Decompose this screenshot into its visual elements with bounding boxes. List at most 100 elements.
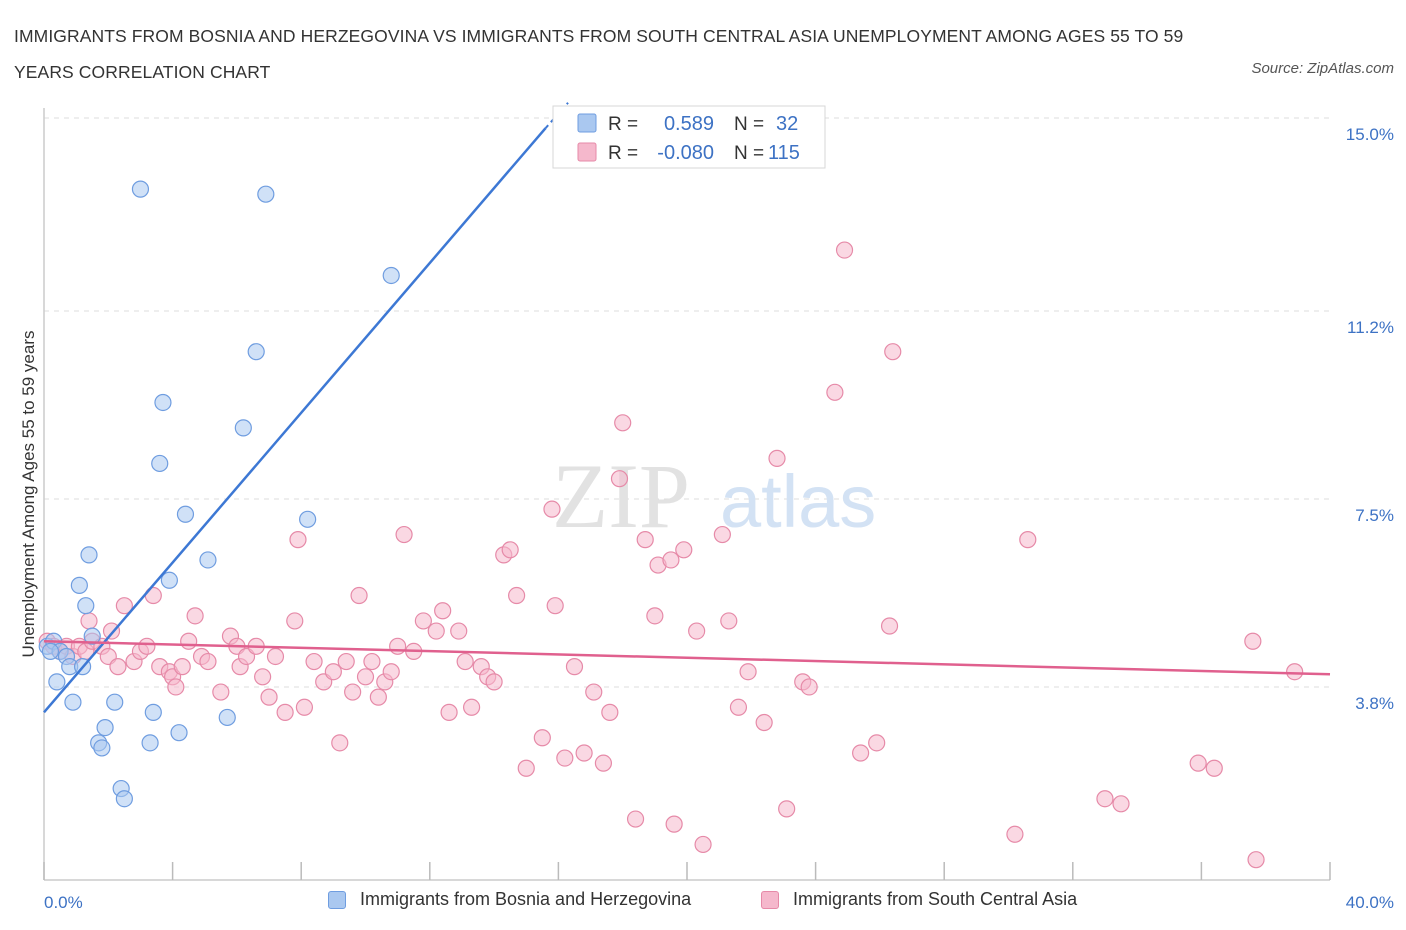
pink-point-12 <box>109 658 127 676</box>
legend-frame <box>552 105 826 169</box>
watermark: ZIP atlas <box>552 445 876 547</box>
blue-point-27 <box>199 551 217 569</box>
bottom-legend-label-blue: Immigrants from Bosnia and Herzegovina <box>360 889 692 909</box>
pink-point-70 <box>543 500 561 518</box>
pink-point-48 <box>363 652 381 671</box>
pink-point-103 <box>884 343 902 361</box>
chart-title: IMMIGRANTS FROM BOSNIA AND HERZEGOVINA V… <box>14 26 1184 82</box>
pink-point-98 <box>826 383 844 401</box>
blue-point-29 <box>234 419 252 437</box>
pink-point-55 <box>414 612 432 630</box>
pink-point-105 <box>1019 531 1037 549</box>
pink-point-99 <box>835 241 854 259</box>
pink-point-104 <box>1006 825 1024 843</box>
y-tick-label-3: 15.0% <box>1346 125 1394 144</box>
pink-point-11 <box>102 622 121 640</box>
legend-box: R = 0.589 N = 32 R = -0.080 N = 115 <box>552 105 826 169</box>
blue-point-30 <box>247 343 265 361</box>
legend-swatch-pink <box>577 142 597 162</box>
pink-point-111 <box>1247 851 1265 869</box>
legend-n-value-1: 115 <box>768 142 800 164</box>
pink-point-79 <box>614 414 632 432</box>
bottom-legend-swatch-pink <box>761 890 779 909</box>
pink-point-47 <box>356 668 375 686</box>
pink-series-points <box>38 241 1304 869</box>
pink-point-81 <box>636 531 654 549</box>
pink-point-59 <box>450 622 468 640</box>
grid <box>44 117 1330 688</box>
pink-point-39 <box>295 698 314 716</box>
blue-series-points <box>38 180 400 808</box>
pink-point-95 <box>778 800 796 818</box>
pink-point-49 <box>369 688 387 706</box>
blue-point-18 <box>115 790 133 808</box>
pink-point-51 <box>382 663 400 681</box>
blue-point-25 <box>170 724 188 742</box>
pink-point-101 <box>868 734 886 752</box>
pink-point-40 <box>305 652 323 671</box>
pink-point-92 <box>739 663 757 681</box>
pink-point-46 <box>350 586 368 605</box>
y-tick-label-2: 11.2% <box>1347 318 1394 337</box>
blue-point-26 <box>176 505 195 523</box>
pink-point-37 <box>286 612 304 630</box>
y-tick-labels: 3.8% 7.5% 11.2% 15.0% <box>1346 125 1394 713</box>
pink-point-80 <box>626 810 645 828</box>
trend-line-pink <box>43 639 1331 676</box>
pink-point-33 <box>254 668 272 686</box>
blue-point-24 <box>160 571 178 589</box>
pink-point-35 <box>266 647 285 666</box>
pink-point-8 <box>80 612 98 630</box>
x-tick-label-1: 40.0% <box>1346 893 1394 912</box>
pink-point-44 <box>337 652 355 671</box>
pink-point-74 <box>575 744 593 762</box>
blue-point-20 <box>141 734 159 752</box>
trend-lines <box>43 102 1331 714</box>
legend-r-label-0: R = <box>608 114 638 135</box>
blue-point-32 <box>299 510 317 528</box>
x-ticks <box>43 862 1331 880</box>
pink-point-67 <box>508 586 526 605</box>
pink-point-102 <box>880 617 899 635</box>
pink-point-75 <box>585 683 603 701</box>
blue-point-9 <box>70 576 88 594</box>
blue-point-22 <box>151 454 169 473</box>
blue-point-28 <box>218 708 236 727</box>
y-axis-label: Unemployment Among Ages 55 to 59 years <box>19 331 38 658</box>
pink-point-109 <box>1205 759 1223 777</box>
pink-point-110 <box>1244 632 1262 650</box>
pink-point-77 <box>601 703 619 721</box>
watermark-atlas: atlas <box>720 460 876 543</box>
blue-point-31 <box>257 185 275 203</box>
pink-point-13 <box>115 597 133 615</box>
blue-point-33 <box>382 266 400 285</box>
pink-point-112 <box>1286 663 1304 681</box>
blue-point-7 <box>64 693 82 711</box>
pink-point-58 <box>440 703 458 721</box>
pink-point-97 <box>800 678 818 696</box>
pink-point-90 <box>720 612 738 630</box>
y-tick-label-0: 3.8% <box>1355 694 1394 713</box>
blue-point-12 <box>83 627 101 645</box>
pink-point-52 <box>389 637 407 655</box>
x-tick-label-0: 0.0% <box>44 893 83 912</box>
bottom-legend-label-pink: Immigrants from South Central Asia <box>793 889 1078 909</box>
pink-point-82 <box>646 607 664 625</box>
pink-point-108 <box>1189 754 1207 772</box>
pink-point-91 <box>729 698 748 716</box>
legend-n-label-0: N = <box>734 114 764 135</box>
pink-point-45 <box>344 683 362 701</box>
legend-n-label-1: N = <box>734 143 764 164</box>
pink-point-24 <box>186 607 204 625</box>
blue-point-21 <box>144 703 162 721</box>
blue-point-15 <box>96 718 114 737</box>
pink-point-56 <box>427 622 445 640</box>
pink-point-21 <box>167 678 185 696</box>
bottom-legend-item-blue: Immigrants from Bosnia and Herzegovina <box>328 889 691 910</box>
pink-point-23 <box>180 632 198 650</box>
blue-point-16 <box>106 693 124 711</box>
pink-point-106 <box>1096 790 1114 808</box>
pink-point-64 <box>485 673 503 691</box>
pink-point-36 <box>276 703 294 721</box>
